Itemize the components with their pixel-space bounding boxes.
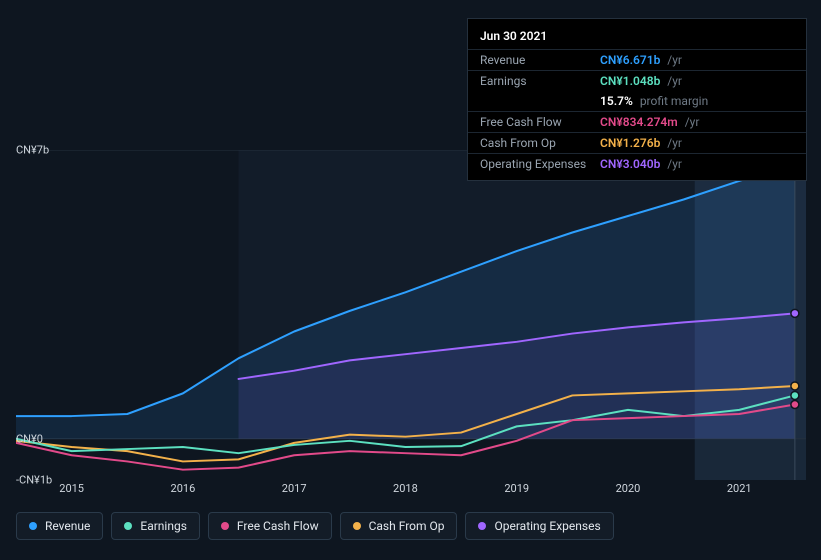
tooltip-row: Operating ExpensesCN¥3.040b /yr xyxy=(468,153,806,174)
legend-swatch xyxy=(29,522,37,530)
tooltip-row-suffix: /yr xyxy=(664,157,682,171)
x-axis-tick-label: 2021 xyxy=(727,482,752,495)
x-axis-tick-label: 2019 xyxy=(504,482,529,495)
x-axis-tick-label: 2020 xyxy=(616,482,641,495)
chart-svg xyxy=(16,150,806,480)
x-axis-tick-label: 2015 xyxy=(59,482,84,495)
tooltip-row: 15.7% profit margin xyxy=(468,91,806,111)
tooltip-row: Free Cash FlowCN¥834.274m /yr xyxy=(468,111,806,132)
tooltip-row-suffix: /yr xyxy=(664,136,682,150)
tooltip-row-label: Earnings xyxy=(480,74,600,88)
legend-label: Operating Expenses xyxy=(494,519,600,533)
tooltip-row-value: 15.7% xyxy=(600,94,633,108)
legend-swatch xyxy=(221,522,229,530)
legend-label: Cash From Op xyxy=(369,519,445,533)
x-axis-tick-label: 2016 xyxy=(171,482,196,495)
legend-item-cash_from_op[interactable]: Cash From Op xyxy=(340,512,458,540)
tooltip-row-suffix: /yr xyxy=(664,53,682,67)
tooltip-row-label: Operating Expenses xyxy=(480,157,600,171)
tooltip-row-value: CN¥834.274m xyxy=(600,115,678,129)
tooltip-row-suffix: /yr xyxy=(682,115,700,129)
tooltip-row-label: Revenue xyxy=(480,53,600,67)
legend-item-revenue[interactable]: Revenue xyxy=(16,512,103,540)
x-axis-tick-label: 2017 xyxy=(282,482,307,495)
tooltip-row-value: CN¥1.276b xyxy=(600,136,660,150)
tooltip-row-label: Cash From Op xyxy=(480,136,600,150)
legend-swatch xyxy=(353,522,361,530)
tooltip-row: EarningsCN¥1.048b /yr xyxy=(468,70,806,91)
x-axis: 2015 2016 2017 2018 2019 2020 2021 xyxy=(16,482,806,502)
tooltip-row-suffix: profit margin xyxy=(637,94,708,108)
legend-item-earnings[interactable]: Earnings xyxy=(111,512,200,540)
legend-label: Revenue xyxy=(45,519,90,533)
tooltip-row: Cash From OpCN¥1.276b /yr xyxy=(468,132,806,153)
y-axis-tick-label: CN¥7b xyxy=(16,144,20,157)
chart-plot-area[interactable]: CN¥7bCN¥0-CN¥1b xyxy=(16,150,806,480)
tooltip-date: Jun 30 2021 xyxy=(468,25,806,49)
x-axis-tick-label: 2018 xyxy=(393,482,418,495)
tooltip-row-value: CN¥3.040b xyxy=(600,157,660,171)
tooltip-row-label: Free Cash Flow xyxy=(480,115,600,129)
tooltip-row-suffix: /yr xyxy=(664,74,682,88)
legend-label: Earnings xyxy=(140,519,187,533)
tooltip-row: RevenueCN¥6.671b /yr xyxy=(468,49,806,70)
legend-label: Free Cash Flow xyxy=(237,519,319,533)
legend-item-free_cash_flow[interactable]: Free Cash Flow xyxy=(208,512,332,540)
data-tooltip: Jun 30 2021 RevenueCN¥6.671b /yrEarnings… xyxy=(467,18,807,181)
tooltip-row-label xyxy=(480,94,600,108)
tooltip-row-value: CN¥1.048b xyxy=(600,74,660,88)
y-axis-tick-label: CN¥0 xyxy=(16,432,20,445)
tooltip-row-value: CN¥6.671b xyxy=(600,53,660,67)
legend-swatch xyxy=(478,522,486,530)
legend-swatch xyxy=(124,522,132,530)
legend: Revenue Earnings Free Cash Flow Cash From O… xyxy=(16,512,614,540)
legend-item-operating_expenses[interactable]: Operating Expenses xyxy=(465,512,613,540)
